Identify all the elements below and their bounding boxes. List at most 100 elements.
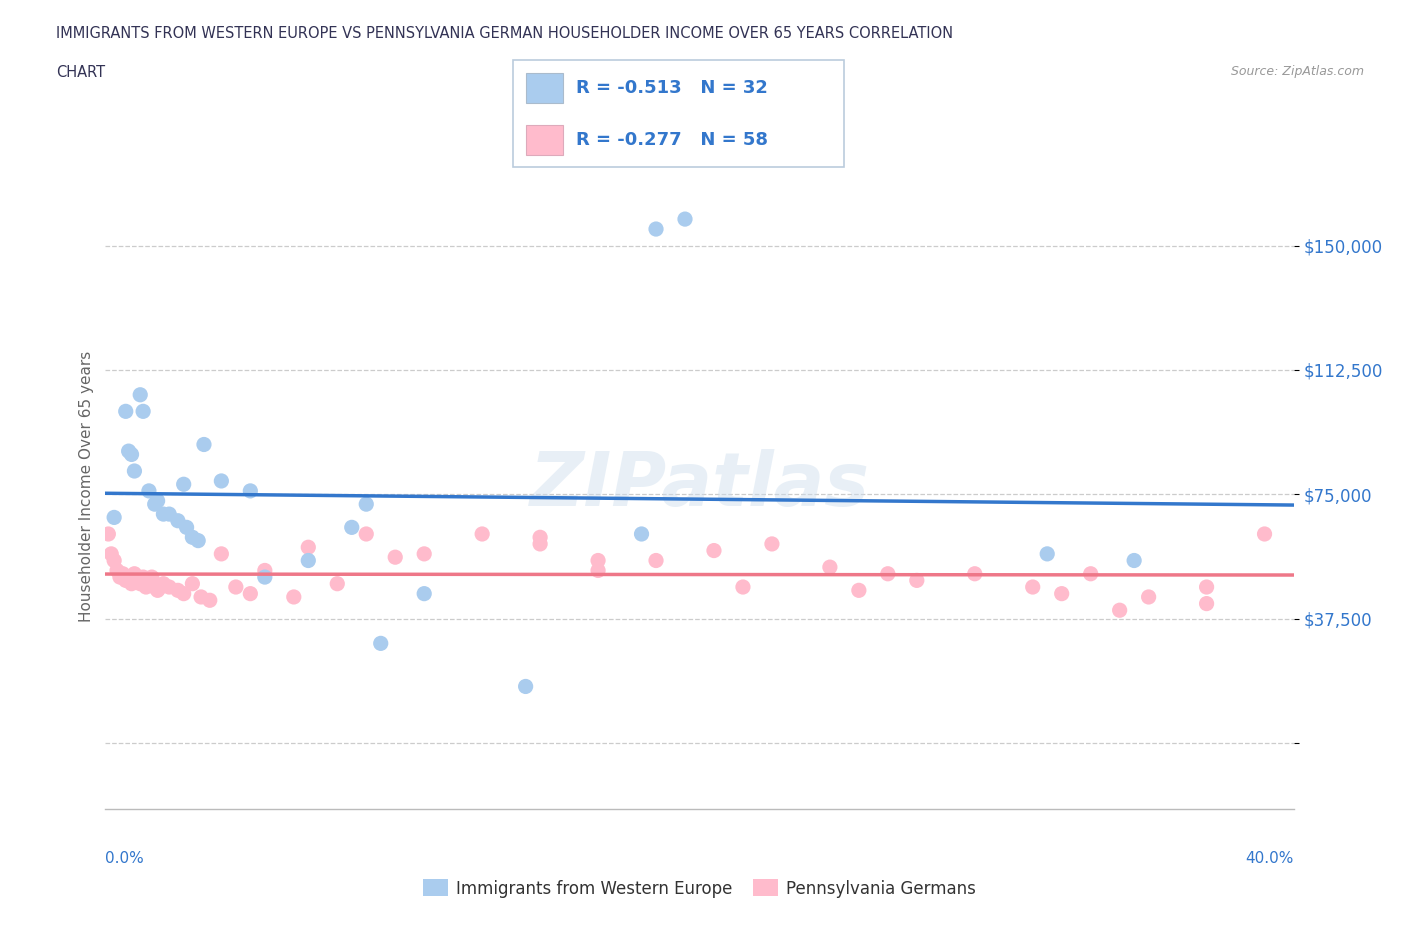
Point: [152, 577, 174, 591]
Point: [108, 570, 131, 585]
Point: [143, 497, 166, 512]
Point: [673, 212, 696, 227]
Point: [340, 520, 363, 535]
Point: [149, 579, 172, 594]
Text: R = -0.277   N = 58: R = -0.277 N = 58: [576, 130, 768, 149]
Point: [129, 577, 152, 591]
Point: [253, 570, 276, 585]
Point: [152, 507, 174, 522]
Point: [138, 484, 160, 498]
Point: [117, 570, 139, 585]
Point: [297, 539, 319, 554]
Point: [146, 583, 169, 598]
Point: [370, 636, 392, 651]
Point: [515, 679, 537, 694]
Point: [253, 563, 276, 578]
Point: [114, 404, 136, 418]
Point: [97, 526, 120, 541]
Legend: Immigrants from Western Europe, Pennsylvania Germans: Immigrants from Western Europe, Pennsylv…: [416, 872, 983, 904]
FancyBboxPatch shape: [526, 125, 562, 154]
Point: [586, 563, 609, 578]
Point: [731, 579, 754, 594]
Point: [1195, 579, 1218, 594]
Point: [124, 566, 146, 581]
Point: [1195, 596, 1218, 611]
Text: CHART: CHART: [56, 65, 105, 80]
Point: [761, 537, 783, 551]
Point: [121, 447, 143, 462]
Point: [181, 530, 204, 545]
Point: [143, 579, 166, 594]
Point: [384, 550, 406, 565]
Point: [173, 477, 195, 492]
Point: [848, 583, 870, 598]
Point: [645, 221, 668, 236]
Text: Source: ZipAtlas.com: Source: ZipAtlas.com: [1230, 65, 1364, 78]
Point: [586, 553, 609, 568]
Point: [1253, 526, 1275, 541]
Y-axis label: Householder Income Over 65 years: Householder Income Over 65 years: [79, 351, 94, 621]
Point: [630, 526, 652, 541]
Point: [132, 570, 155, 585]
Point: [703, 543, 725, 558]
Text: IMMIGRANTS FROM WESTERN EUROPE VS PENNSYLVANIA GERMAN HOUSEHOLDER INCOME OVER 65: IMMIGRANTS FROM WESTERN EUROPE VS PENNSY…: [56, 26, 953, 41]
Point: [326, 577, 349, 591]
Point: [283, 590, 305, 604]
Point: [963, 566, 986, 581]
Point: [1036, 547, 1059, 562]
Point: [103, 553, 125, 568]
Point: [297, 553, 319, 568]
Point: [167, 583, 190, 598]
Point: [471, 526, 494, 541]
Point: [818, 560, 841, 575]
Point: [173, 586, 195, 601]
Point: [1123, 553, 1146, 568]
Point: [176, 520, 198, 535]
Point: [141, 570, 163, 585]
Point: [181, 577, 204, 591]
Point: [124, 463, 146, 478]
Point: [138, 577, 160, 591]
Point: [114, 573, 136, 588]
Point: [225, 579, 247, 594]
Text: ZIPatlas: ZIPatlas: [530, 449, 869, 523]
FancyBboxPatch shape: [526, 73, 562, 103]
Point: [876, 566, 898, 581]
Point: [157, 507, 180, 522]
FancyBboxPatch shape: [513, 60, 844, 167]
Point: [239, 484, 262, 498]
Point: [127, 573, 149, 588]
Point: [157, 579, 180, 594]
Point: [354, 497, 377, 512]
Point: [645, 553, 668, 568]
Point: [117, 444, 139, 458]
Point: [209, 473, 232, 488]
Point: [1108, 603, 1130, 618]
Point: [413, 547, 436, 562]
Point: [121, 577, 143, 591]
Point: [529, 537, 551, 551]
Text: 40.0%: 40.0%: [1246, 851, 1294, 866]
Point: [111, 566, 134, 581]
Point: [198, 592, 221, 607]
Point: [100, 547, 122, 562]
Point: [413, 586, 436, 601]
Point: [1137, 590, 1160, 604]
Point: [135, 579, 157, 594]
Point: [1050, 586, 1073, 601]
Point: [529, 530, 551, 545]
Point: [1080, 566, 1102, 581]
Point: [193, 437, 215, 452]
Point: [190, 590, 212, 604]
Point: [105, 563, 128, 578]
Point: [103, 510, 125, 525]
Point: [354, 526, 377, 541]
Point: [209, 547, 232, 562]
Point: [129, 387, 152, 402]
Point: [146, 494, 169, 509]
Point: [1022, 579, 1045, 594]
Point: [187, 533, 209, 548]
Point: [132, 404, 155, 418]
Text: 0.0%: 0.0%: [105, 851, 145, 866]
Text: R = -0.513   N = 32: R = -0.513 N = 32: [576, 79, 768, 98]
